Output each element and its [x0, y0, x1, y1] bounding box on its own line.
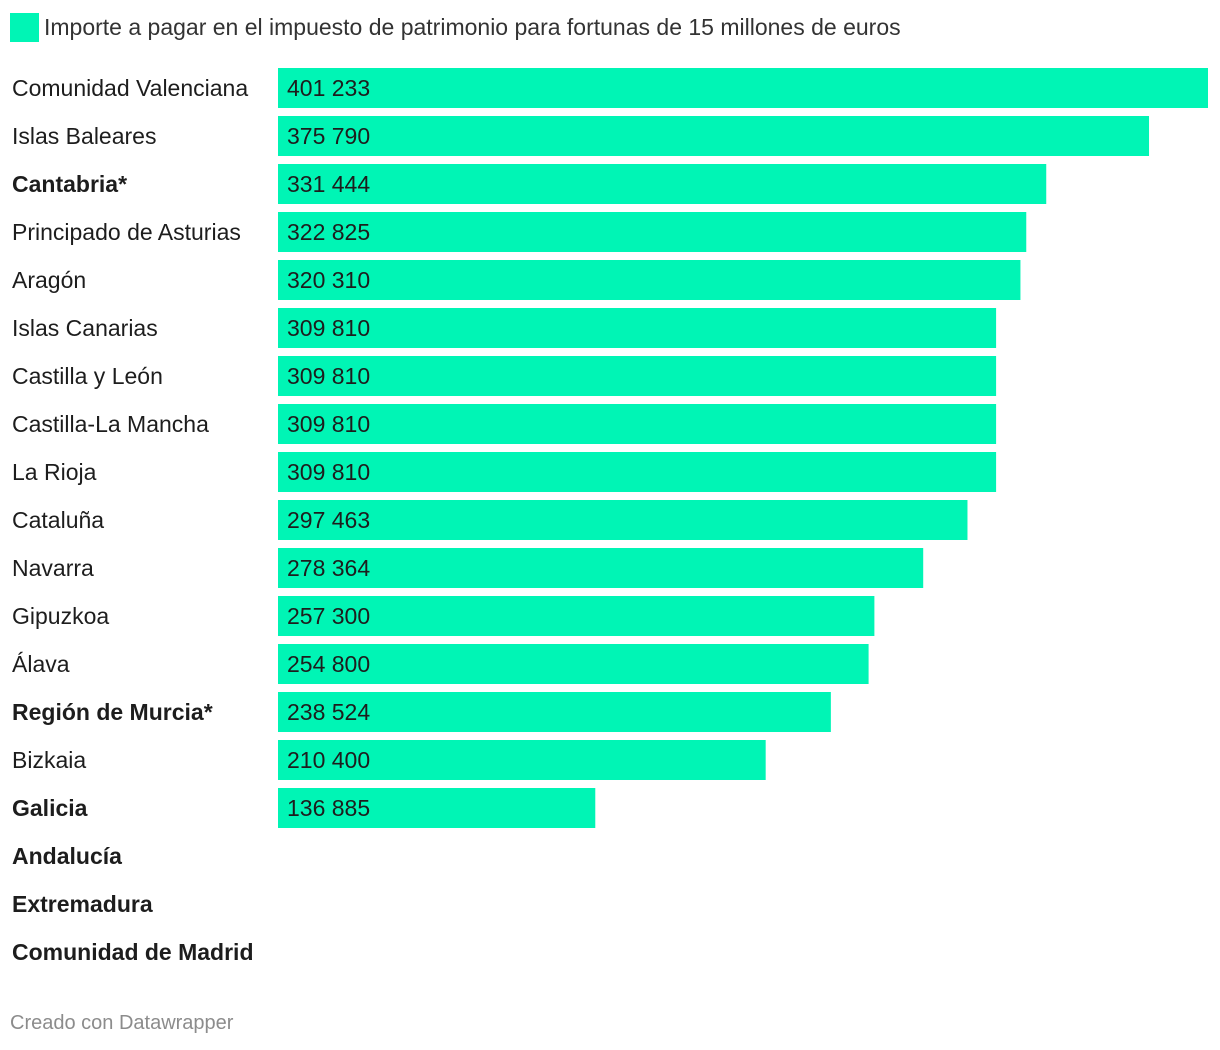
bar	[278, 596, 875, 636]
legend-label: Importe a pagar en el impuesto de patrim…	[44, 13, 901, 40]
bar	[278, 500, 968, 540]
value-label: 136 885	[287, 795, 370, 821]
category-label: Islas Baleares	[12, 123, 156, 149]
footer-credit: Creado con Datawrapper	[10, 1012, 234, 1034]
bar	[278, 308, 997, 348]
bar	[278, 788, 596, 828]
bar	[278, 740, 766, 780]
value-label: 254 800	[287, 651, 370, 677]
category-label: Principado de Asturias	[12, 219, 241, 245]
category-label: Castilla-La Mancha	[12, 411, 209, 437]
value-label: 309 810	[287, 411, 370, 437]
legend-swatch	[10, 12, 39, 42]
category-label: Extremadura	[12, 891, 153, 917]
category-label: Comunidad Valenciana	[12, 75, 248, 101]
value-label: 320 310	[287, 267, 370, 293]
bar	[278, 452, 997, 492]
value-label: 309 810	[287, 315, 370, 341]
value-label: 375 790	[287, 123, 370, 149]
category-label: Gipuzkoa	[12, 603, 109, 629]
category-label: La Rioja	[12, 459, 97, 485]
bar-chart: Comunidad Valenciana 401 233 Islas Baleare…	[12, 68, 1208, 965]
bar	[278, 212, 1027, 252]
bar	[278, 644, 869, 684]
value-label: 238 524	[287, 699, 370, 725]
chart-legend: Importe a pagar en el impuesto de patrim…	[10, 12, 901, 42]
category-label: Castilla y León	[12, 363, 163, 389]
category-label: Aragón	[12, 267, 86, 293]
bar	[278, 164, 1047, 204]
value-label: 309 810	[287, 459, 370, 485]
category-label: Cataluña	[12, 507, 104, 533]
value-label: 401 233	[287, 75, 370, 101]
bar	[278, 260, 1021, 300]
value-label: 278 364	[287, 555, 370, 581]
value-label: 322 825	[287, 219, 370, 245]
category-label: Galicia	[12, 795, 88, 821]
bar	[278, 68, 1208, 108]
bar	[278, 548, 924, 588]
value-label: 257 300	[287, 603, 370, 629]
category-label: Álava	[12, 651, 70, 677]
value-label: 331 444	[287, 171, 370, 197]
category-label: Región de Murcia*	[12, 699, 213, 725]
value-label: 210 400	[287, 747, 370, 773]
bar	[278, 116, 1150, 156]
category-label: Navarra	[12, 555, 94, 581]
category-label: Bizkaia	[12, 747, 86, 773]
category-label: Islas Canarias	[12, 315, 158, 341]
category-label: Cantabria*	[12, 171, 127, 197]
bar	[278, 404, 997, 444]
bar	[278, 692, 831, 732]
category-label: Andalucía	[12, 843, 122, 869]
value-label: 309 810	[287, 363, 370, 389]
value-label: 297 463	[287, 507, 370, 533]
category-label: Comunidad de Madrid	[12, 939, 254, 965]
bar	[278, 356, 997, 396]
